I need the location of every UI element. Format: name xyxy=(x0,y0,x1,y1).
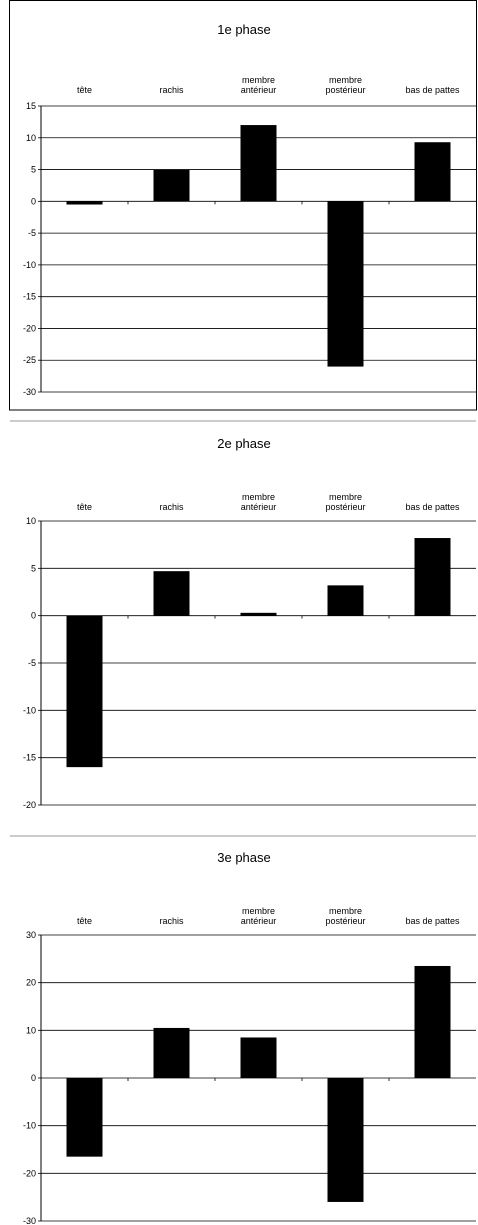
y-tick-label: 30 xyxy=(26,930,36,940)
y-tick-label: -20 xyxy=(23,323,36,333)
y-tick-label: -30 xyxy=(23,1216,36,1225)
y-tick-label: -10 xyxy=(23,705,36,715)
y-tick-label: -5 xyxy=(28,228,36,238)
category-label: membre antérieur xyxy=(241,906,277,926)
bar xyxy=(153,1027,190,1078)
category-label: tête xyxy=(77,85,92,95)
y-tick-label: -10 xyxy=(23,260,36,270)
chart-title: 3e phase xyxy=(217,850,271,865)
chart-title: 2e phase xyxy=(217,436,271,451)
category-label: membre postérieur xyxy=(325,75,365,95)
y-tick-label: 5 xyxy=(31,165,36,175)
y-tick-label: -20 xyxy=(23,1168,36,1178)
y-tick-label: -20 xyxy=(23,800,36,810)
bar xyxy=(66,1078,103,1157)
bar xyxy=(153,571,190,616)
bar xyxy=(153,169,190,202)
chart-panel-2: 2e phase 10 5 0 -5 -10 -15 -20 tête rachis membre a… xyxy=(23,436,476,810)
chart-panel-3: 3e phase 30 20 10 0 -10 -20 -30 tête rachis membre… xyxy=(23,850,476,1225)
category-label: membre antérieur xyxy=(241,75,277,95)
bar xyxy=(414,965,451,1078)
y-tick-label: -15 xyxy=(23,292,36,302)
y-tick-label: -30 xyxy=(23,387,36,397)
category-label: rachis xyxy=(159,85,184,95)
y-tick-label: 10 xyxy=(26,133,36,143)
chart-title: 1e phase xyxy=(217,22,271,37)
category-label: membre postérieur xyxy=(325,492,365,512)
y-tick-label: 0 xyxy=(31,196,36,206)
y-tick-label: 10 xyxy=(26,516,36,526)
bar xyxy=(414,538,451,616)
category-label: membre postérieur xyxy=(325,906,365,926)
y-tick-label: 15 xyxy=(26,101,36,111)
y-tick-label: -10 xyxy=(23,1121,36,1131)
bar xyxy=(414,142,451,202)
category-label: tête xyxy=(77,502,92,512)
bar xyxy=(240,1037,277,1078)
y-tick-label: 0 xyxy=(31,611,36,621)
y-tick-label: -5 xyxy=(28,658,36,668)
y-tick-label: -25 xyxy=(23,355,36,365)
bar xyxy=(240,125,277,202)
bar xyxy=(327,201,364,367)
chart-frame xyxy=(9,0,477,411)
category-label: rachis xyxy=(159,916,184,926)
category-label: tête xyxy=(77,916,92,926)
category-label: membre antérieur xyxy=(241,492,277,512)
bar xyxy=(66,615,103,768)
category-label: rachis xyxy=(159,502,184,512)
chart-panel-1: 1e phase 15 10 5 0 -5 -10 -15 -20 -25 -30 tête rachi… xyxy=(9,0,477,411)
y-tick-label: 0 xyxy=(31,1073,36,1083)
category-label: bas de pattes xyxy=(405,502,460,512)
y-tick-label: 10 xyxy=(26,1025,36,1035)
y-tick-label: 5 xyxy=(31,563,36,573)
bar xyxy=(327,1078,364,1202)
bar xyxy=(240,612,277,616)
bar xyxy=(327,585,364,616)
category-label: bas de pattes xyxy=(405,916,460,926)
bar xyxy=(66,201,103,205)
category-label: bas de pattes xyxy=(405,85,460,95)
y-tick-label: -15 xyxy=(23,753,36,763)
y-tick-label: 20 xyxy=(26,978,36,988)
